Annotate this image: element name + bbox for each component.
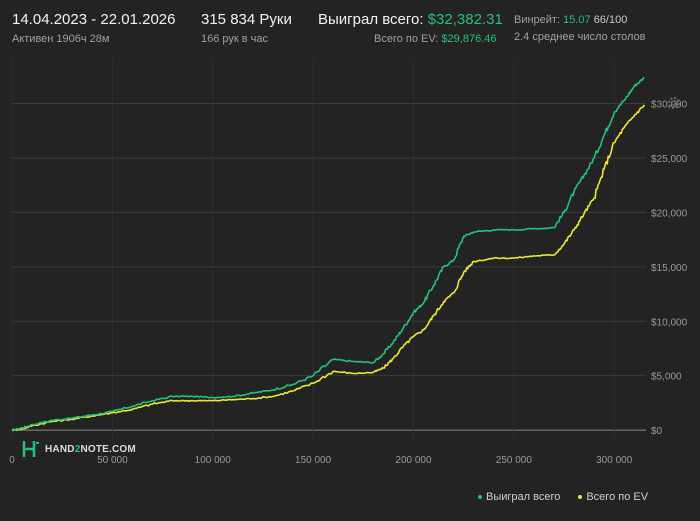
ev-total: Всего по EV: $29,876.46 <box>374 33 496 45</box>
y-tick-label: $5,000 <box>651 372 682 383</box>
ev-total-label: Всего по EV: <box>374 33 439 45</box>
x-tick-label: 100 000 <box>195 455 232 466</box>
won-total-value: $32,382.31 <box>427 11 503 28</box>
won-total-line <box>11 76 645 431</box>
date-range: 14.04.2023 - 22.01.2026 <box>12 11 176 28</box>
y-tick-label: $15,000 <box>651 263 688 274</box>
y-tick-label: $10,000 <box>651 317 688 328</box>
y-tick-label: $25,000 <box>651 154 688 165</box>
chart-area: $0 $5,000 $10,000 $15,000 $20,000 $25,000 $30,… <box>0 56 700 516</box>
chart-series <box>11 76 645 432</box>
x-tick-label: 250 000 <box>496 455 533 466</box>
y-tick-label: $20,000 <box>651 208 688 219</box>
legend-won-label: Выиграл всего <box>486 491 561 503</box>
x-tick-label: 150 000 <box>295 455 332 466</box>
legend-item-won[interactable]: Выиграл всего <box>478 491 560 503</box>
hand2note-logo: HAND2NOTE.COM <box>22 438 136 460</box>
avg-tables: 2.4 среднее число столов <box>514 31 646 43</box>
y-axis-ticks: $0$5,000$10,000$15,000$20,000$25,000$30,… <box>651 100 688 438</box>
y-tick-label: $0 <box>651 426 663 437</box>
stats-header: 14.04.2023 - 22.01.2026 Активен 1906ч 28… <box>0 0 700 56</box>
won-total: Выиграл всего: $32,382.31 <box>318 11 503 28</box>
legend-item-ev[interactable]: Всего по EV <box>578 491 648 503</box>
hand2note-logo-text: HAND2NOTE.COM <box>45 444 136 455</box>
winrate-extra: 66/100 <box>593 14 628 26</box>
ev-total-value: $29,876.46 <box>441 33 497 45</box>
legend-ev-swatch <box>578 495 583 499</box>
logo-text-mid: 2 <box>74 443 81 455</box>
won-total-label: Выиграл всего: <box>318 11 424 28</box>
legend-won-swatch <box>478 495 482 499</box>
logo-text-right: NOTE.COM <box>80 443 136 455</box>
legend-ev-label: Всего по EV <box>586 491 649 503</box>
chart-grid <box>11 60 646 441</box>
x-axis-ticks: 0 50 000 100 000 150 000 200 000 250 000 300 0… <box>9 455 633 466</box>
hand2note-logo-icon <box>22 441 39 457</box>
gear-icon[interactable] <box>666 95 682 111</box>
x-tick-label: 300 000 <box>596 455 633 466</box>
winrate-label: Винрейт: <box>514 14 561 26</box>
profit-chart: $0$5,000$10,000$15,000$20,000$25,000$30,… <box>9 60 688 466</box>
hands-count: 315 834 Руки <box>201 11 292 28</box>
ev-total-line <box>11 104 645 432</box>
x-tick-label: 200 000 <box>395 455 432 466</box>
x-tick-label: 50 000 <box>97 455 128 466</box>
hands-per-hour: 166 рук в час <box>201 33 269 45</box>
winrate-value: 15.07 <box>563 14 591 26</box>
x-tick-label: 0 <box>9 455 15 466</box>
chart-legend: Выиграл всего Всего по EV <box>478 491 648 503</box>
logo-text-left: HAND <box>45 443 75 455</box>
active-time: Активен 1906ч 28м <box>12 33 110 45</box>
winrate: Винрейт: 15.07 66/100 <box>514 14 627 26</box>
